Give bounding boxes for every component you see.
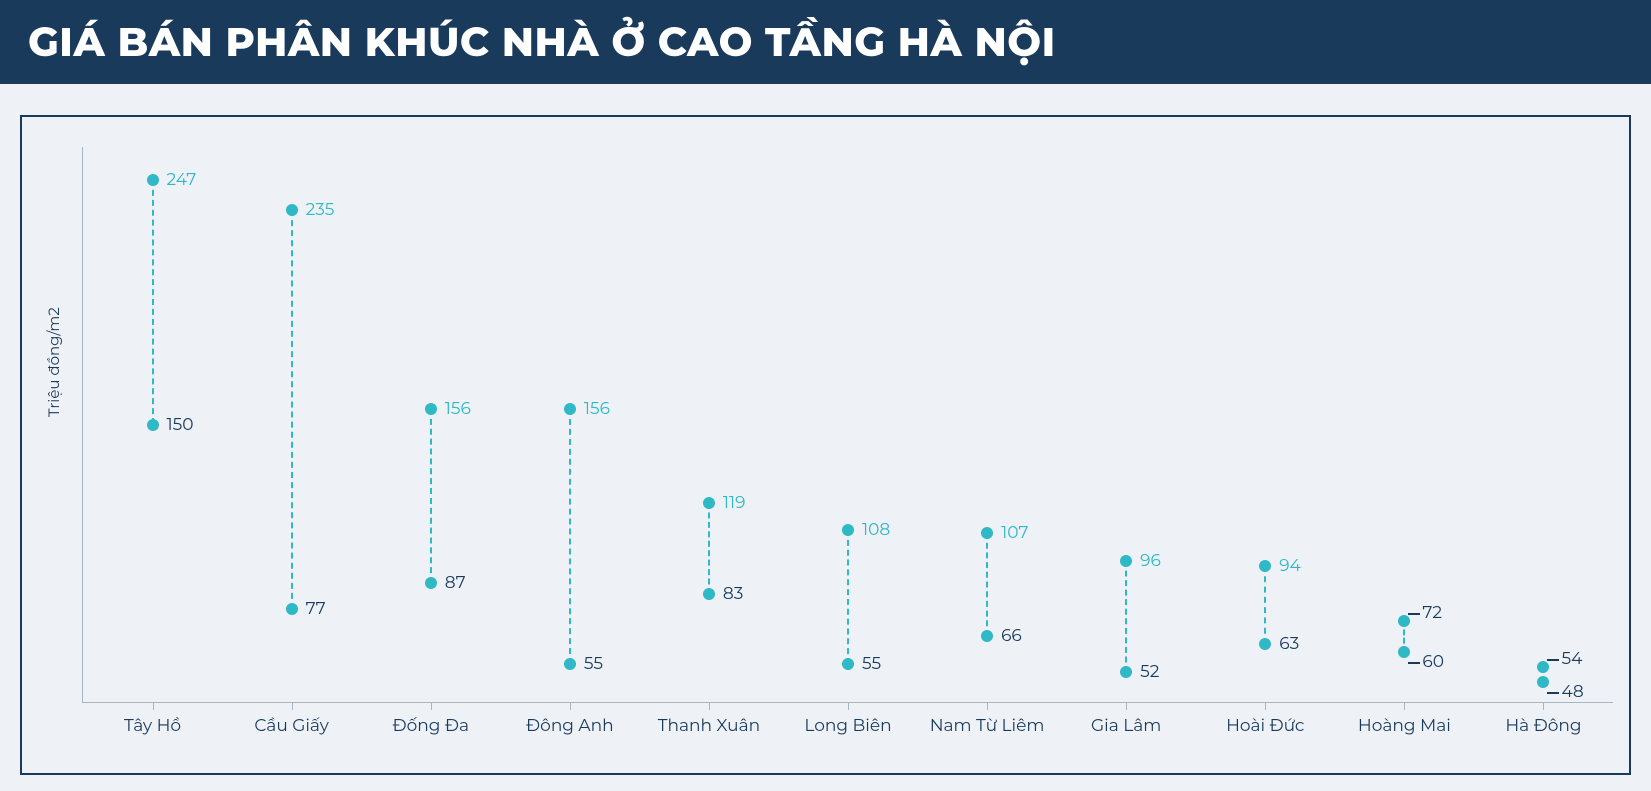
x-tick [1265, 702, 1266, 710]
low-value-label: 48 [1561, 682, 1583, 702]
low-dot [842, 658, 854, 670]
x-axis-label: Long Biên [804, 716, 891, 736]
x-axis-label: Gia Lâm [1091, 716, 1161, 736]
range-line [847, 530, 849, 664]
range-line [430, 409, 432, 583]
high-dot [286, 204, 298, 216]
x-axis-label: Nam Từ Liêm [930, 716, 1045, 736]
low-value-label: 66 [1001, 626, 1022, 646]
low-value-label: 87 [445, 573, 466, 593]
x-tick [1404, 702, 1405, 710]
range-line [569, 409, 571, 664]
x-tick [1543, 702, 1544, 710]
range-line [986, 533, 988, 636]
high-value-label: 54 [1561, 649, 1582, 669]
low-value-label: 150 [167, 415, 194, 435]
high-value-label: 235 [306, 200, 335, 220]
high-dot [1259, 560, 1271, 572]
chart-frame: Triệu đồng/m2 247 150 Tây Hồ 235 77 Cầu Giấy 1… [20, 115, 1631, 775]
x-tick [709, 702, 710, 710]
low-value-label: 60 [1422, 652, 1444, 672]
low-dot [981, 630, 993, 642]
high-value-label: 96 [1140, 551, 1161, 571]
x-tick [431, 702, 432, 710]
range-line [708, 503, 710, 594]
x-tick [848, 702, 849, 710]
x-axis-label: Hà Đông [1505, 716, 1581, 736]
high-dot [1120, 555, 1132, 567]
low-value-label: 77 [306, 599, 326, 619]
high-dot [842, 524, 854, 536]
high-dot [564, 403, 576, 415]
high-value-label: 107 [1001, 523, 1028, 543]
low-dot [286, 603, 298, 615]
range-line [1125, 561, 1127, 672]
high-dot [1398, 615, 1410, 627]
low-dot [147, 419, 159, 431]
high-dot [703, 497, 715, 509]
chart-title: GIÁ BÁN PHÂN KHÚC NHÀ Ở CAO TẦNG HÀ NỘI [28, 18, 1056, 67]
x-tick [570, 702, 571, 710]
high-value-label: 119 [723, 493, 746, 513]
low-dot [425, 577, 437, 589]
x-tick [1126, 702, 1127, 710]
range-line [291, 210, 293, 609]
x-axis-label: Đông Anh [526, 716, 614, 736]
x-tick [987, 702, 988, 710]
x-axis-label: Đống Đa [392, 716, 469, 736]
low-dot [703, 588, 715, 600]
range-line [152, 180, 154, 425]
title-bar: GIÁ BÁN PHÂN KHÚC NHÀ Ở CAO TẦNG HÀ NỘI [0, 0, 1651, 84]
low-value-label: 55 [862, 654, 881, 674]
high-value-label: 108 [862, 520, 890, 540]
high-value-label: 247 [167, 170, 197, 190]
low-dot [564, 658, 576, 670]
x-axis-label: Thanh Xuân [658, 716, 760, 736]
x-axis-label: Cầu Giấy [254, 716, 328, 736]
plot-area: 247150Tây Hồ23577Cầu Giấy15687Đống Đa156… [82, 147, 1613, 703]
low-value-label: 55 [584, 654, 603, 674]
x-axis-label: Tây Hồ [124, 716, 181, 736]
low-dot [1259, 638, 1271, 650]
high-dot [981, 527, 993, 539]
range-line [1264, 566, 1266, 644]
low-dot [1537, 676, 1549, 688]
low-dot [1398, 646, 1410, 658]
low-value-label: 83 [723, 584, 743, 604]
high-dot [1537, 661, 1549, 673]
high-dot [147, 174, 159, 186]
low-value-label: 52 [1140, 662, 1159, 682]
high-value-label: 94 [1279, 556, 1301, 576]
high-value-label: 156 [584, 399, 610, 419]
x-tick [153, 702, 154, 710]
high-dot [425, 403, 437, 415]
high-value-label: 156 [445, 399, 471, 419]
low-dot [1120, 666, 1132, 678]
high-value-label: 72 [1422, 603, 1442, 623]
x-axis-label: Hoài Đức [1226, 716, 1304, 736]
x-axis-label: Hoàng Mai [1358, 716, 1451, 736]
y-axis-label: Triệu đồng/m2 [44, 307, 63, 417]
x-tick [292, 702, 293, 710]
low-value-label: 63 [1279, 634, 1299, 654]
